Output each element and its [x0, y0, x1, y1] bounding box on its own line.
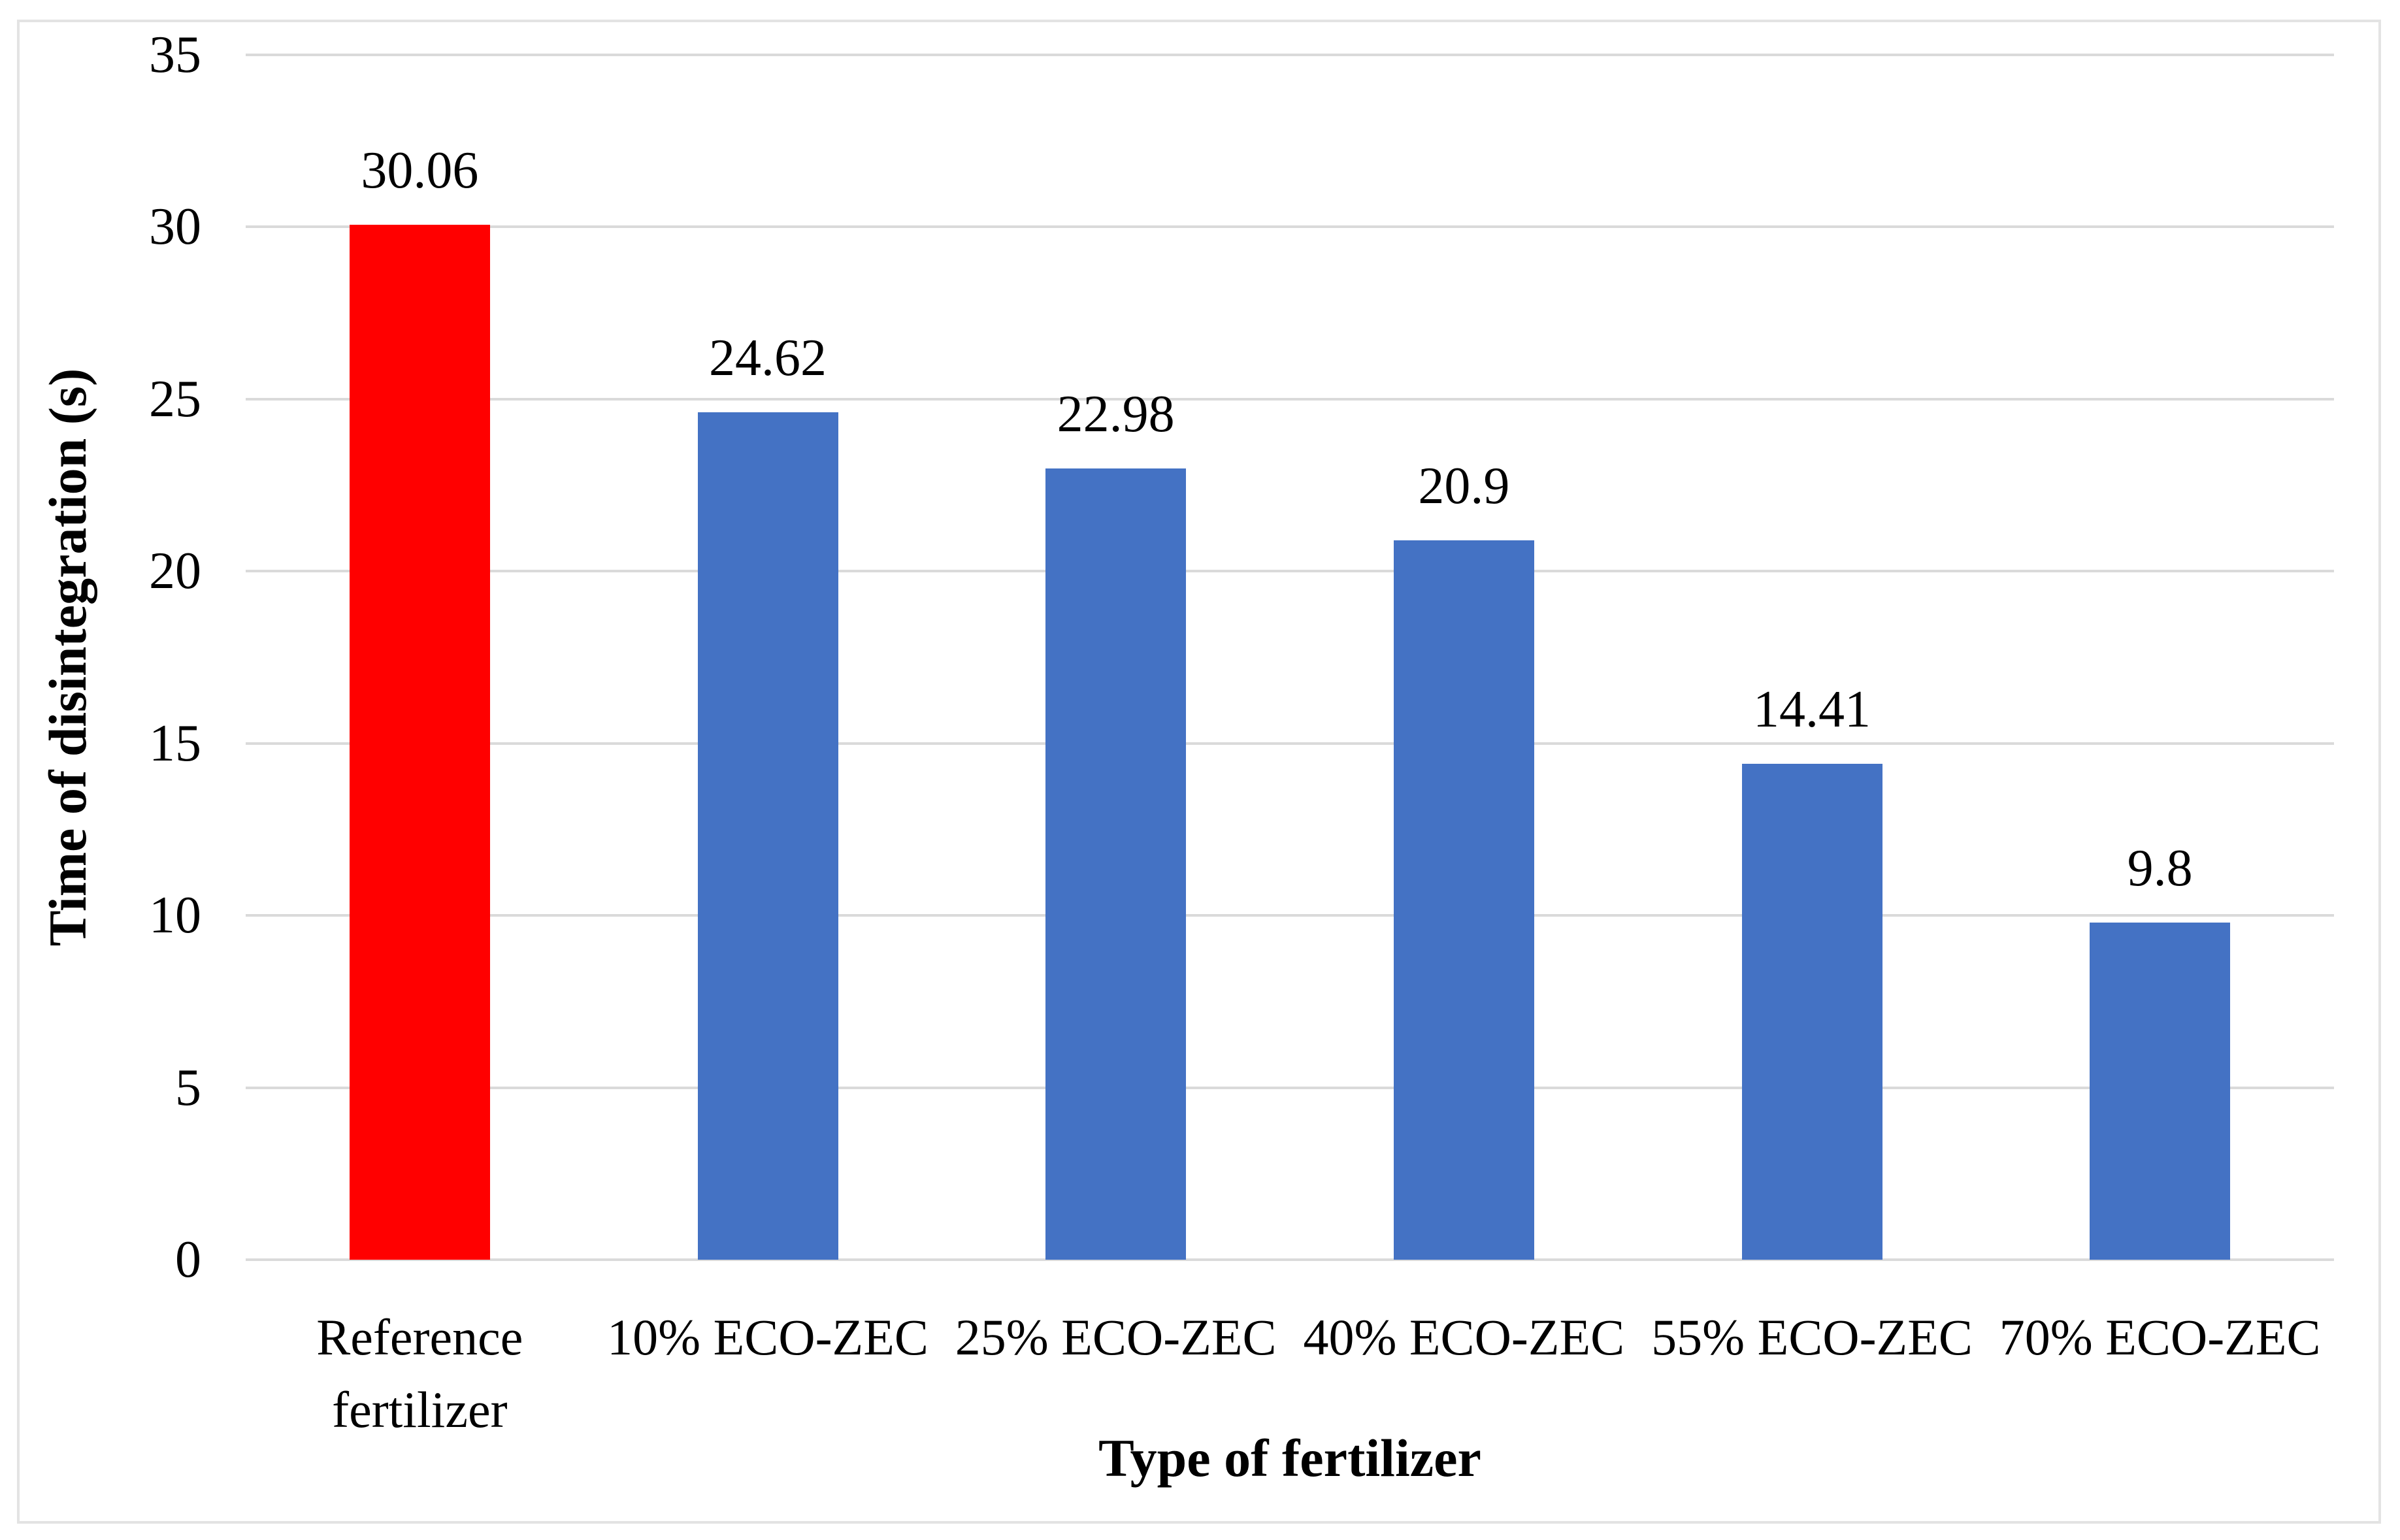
y-tick-label-15: 15: [149, 714, 201, 772]
bar-10-eco-zec: [697, 412, 838, 1260]
gridline-25: [246, 397, 2334, 401]
y-tick-label-20: 20: [149, 542, 201, 600]
y-tick-label-5: 5: [175, 1058, 201, 1117]
category-label-55-eco-zec: 55% ECO-ZEC: [1651, 1309, 1973, 1366]
x-axis-title: Type of fertilizer: [1098, 1428, 1481, 1488]
bar-25-eco-zec: [1045, 468, 1187, 1260]
category-label-40-eco-zec: 40% ECO-ZEC: [1303, 1309, 1625, 1366]
bar-value-label-reference-fertilizer: 30.06: [361, 142, 479, 200]
bar-55-eco-zec: [1741, 763, 1882, 1260]
gridline-30: [246, 225, 2334, 229]
bar-value-label-10-eco-zec: 24.62: [708, 329, 827, 387]
category-label-10-eco-zec: 10% ECO-ZEC: [607, 1309, 929, 1366]
y-tick-label-25: 25: [149, 370, 201, 428]
gridline-35: [246, 54, 2334, 56]
gridline-0: [246, 1258, 2334, 1261]
bar-value-label-70-eco-zec: 9.8: [2127, 839, 2193, 897]
bar-40-eco-zec: [1393, 540, 1534, 1260]
bar-reference-fertilizer: [349, 225, 490, 1260]
bar-value-label-55-eco-zec: 14.41: [1752, 680, 1871, 738]
category-label-70-eco-zec: 70% ECO-ZEC: [1999, 1309, 2321, 1366]
category-label-25-eco-zec: 25% ECO-ZEC: [955, 1309, 1277, 1366]
y-tick-label-0: 0: [175, 1231, 201, 1288]
y-axis-title: Time of disintegration (s): [38, 368, 97, 947]
gridline-5: [246, 1086, 2334, 1089]
bar-70-eco-zec: [2090, 922, 2231, 1260]
y-tick-label-10: 10: [149, 887, 201, 945]
bar-value-label-25-eco-zec: 22.98: [1057, 385, 1175, 444]
gridline-15: [246, 742, 2334, 745]
bar-value-label-40-eco-zec: 20.9: [1418, 457, 1510, 515]
gridline-20: [246, 570, 2334, 573]
gridline-10: [246, 914, 2334, 917]
y-tick-label-30: 30: [149, 198, 201, 256]
plot-area: [246, 54, 2334, 1261]
y-tick-label-35: 35: [149, 26, 201, 84]
category-label-reference-fertilizer: Reference fertilizer: [316, 1309, 523, 1438]
